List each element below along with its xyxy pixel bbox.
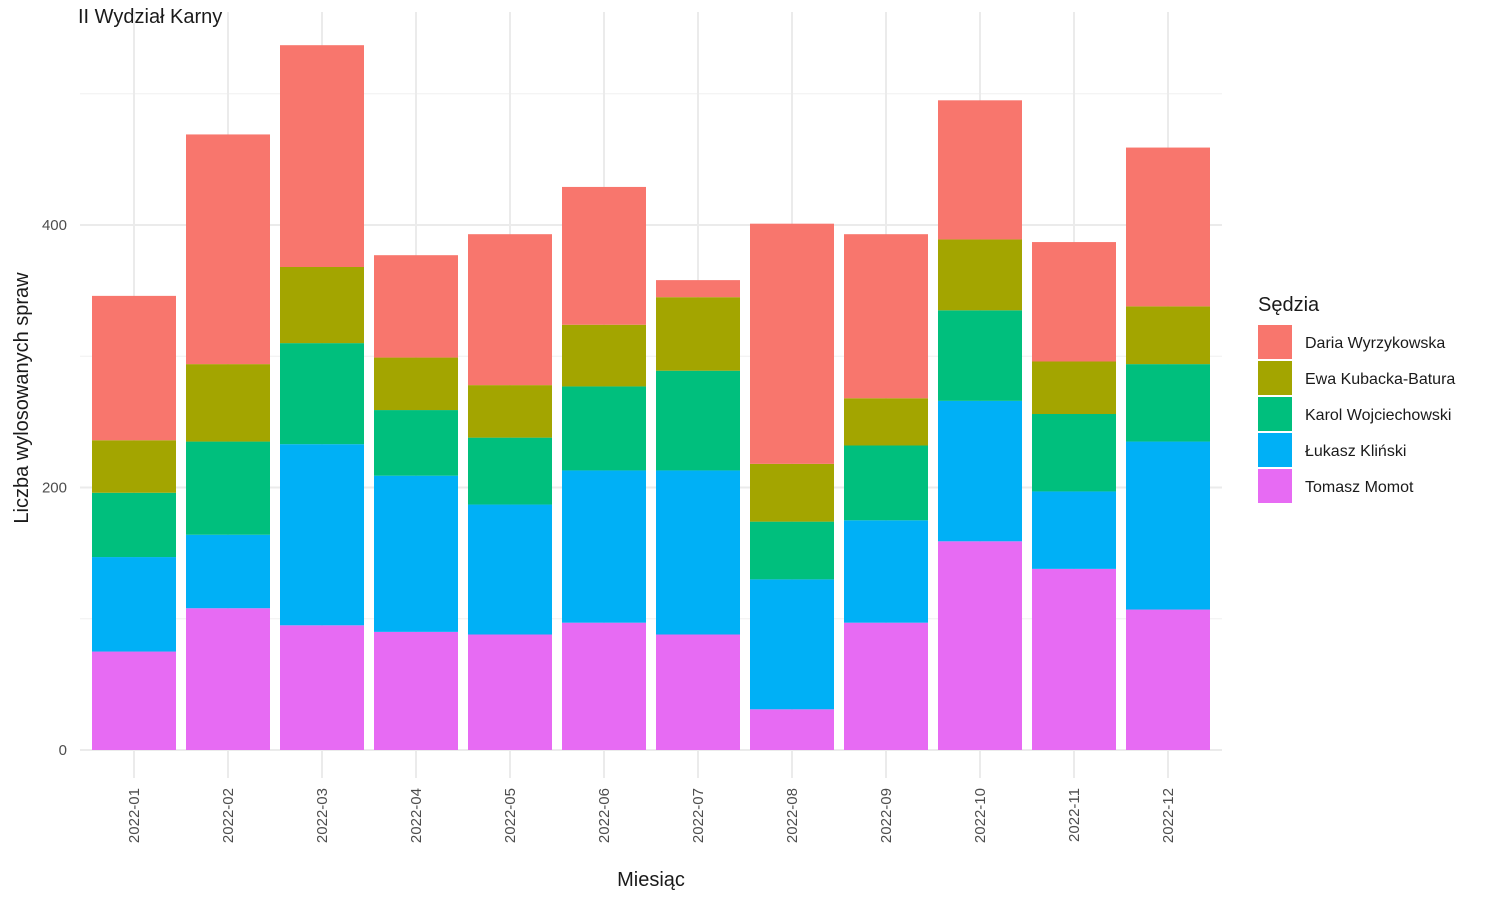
y-tick-label: 400: [42, 217, 67, 234]
bar-segment: [1126, 147, 1210, 307]
bar-segment: [92, 295, 176, 441]
bar-segment: [468, 504, 552, 635]
bar-segment: [92, 492, 176, 558]
bar-segment: [750, 521, 834, 580]
bar-segment: [468, 234, 552, 386]
bar-segment: [1126, 306, 1210, 365]
x-tick-label: 2022-11: [1066, 788, 1083, 842]
legend-key: [1258, 325, 1292, 359]
bar-segment: [1126, 441, 1210, 610]
bar-segment: [186, 608, 270, 750]
bar-segment: [656, 470, 740, 635]
x-tick-label: 2022-02: [220, 788, 237, 843]
bar-segment: [92, 651, 176, 750]
legend-key: [1258, 397, 1292, 431]
bar-segment: [280, 267, 364, 344]
legend-title: Sędzia: [1258, 294, 1320, 316]
bar-segment: [186, 441, 270, 535]
chart-title: II Wydział Karny: [78, 6, 223, 28]
bars: [92, 45, 1210, 750]
bar-segment: [280, 444, 364, 626]
x-tick-label: 2022-08: [784, 788, 801, 843]
bar-segment: [92, 440, 176, 493]
bar-segment: [374, 255, 458, 358]
x-tick-label: 2022-10: [972, 788, 989, 843]
bar-segment: [656, 370, 740, 471]
bar-segment: [844, 398, 928, 446]
bar-segment: [280, 343, 364, 445]
x-tick-label: 2022-05: [502, 788, 519, 843]
bar-segment: [186, 364, 270, 442]
bar-segment: [468, 385, 552, 438]
bar-segment: [844, 234, 928, 399]
x-tick-label: 2022-09: [878, 788, 895, 843]
bar-segment: [938, 541, 1022, 750]
bar-segment: [1032, 361, 1116, 414]
bar-segment: [374, 357, 458, 411]
bar-segment: [1032, 242, 1116, 362]
bar-segment: [1032, 491, 1116, 569]
bar-segment: [938, 400, 1022, 542]
legend-label: Daria Wyrzykowska: [1305, 335, 1445, 352]
bar-segment: [656, 634, 740, 750]
bar-segment: [1032, 568, 1116, 750]
bar-segment: [562, 622, 646, 750]
bar-segment: [468, 634, 552, 750]
bar-segment: [938, 310, 1022, 401]
bar-segment: [656, 297, 740, 371]
bar-segment: [750, 579, 834, 710]
y-tick-labels: 0 200 400: [42, 217, 67, 759]
bar-segment: [938, 239, 1022, 311]
legend-label: Łukasz Kliński: [1305, 443, 1406, 460]
x-tick-label: 2022-12: [1160, 788, 1177, 843]
x-tick-labels: 2022-01 2022-02 2022-03 2022-04 2022-05 2022-…: [126, 788, 1177, 843]
legend-label: Tomasz Momot: [1305, 479, 1414, 496]
x-tick-label: 2022-06: [596, 788, 613, 843]
bar-segment: [1032, 414, 1116, 492]
legend-label: Ewa Kubacka-Batura: [1305, 371, 1455, 388]
bar-segment: [656, 280, 740, 298]
bar-segment: [186, 134, 270, 365]
bar-segment: [562, 324, 646, 387]
bar-segment: [562, 186, 646, 325]
bar-segment: [844, 622, 928, 750]
bar-segment: [750, 223, 834, 464]
bar-segment: [750, 463, 834, 522]
x-axis-title: Miesiąc: [617, 869, 685, 891]
legend: Sędzia Daria Wyrzykowska Ewa Kubacka-Batu…: [1258, 294, 1455, 503]
bar-segment: [844, 520, 928, 623]
legend-key: [1258, 469, 1292, 503]
x-tick-label: 2022-04: [408, 788, 425, 843]
bar-segment: [1126, 609, 1210, 750]
bar-segment: [468, 437, 552, 505]
y-tick-label: 0: [59, 742, 67, 759]
y-axis-title: Liczba wylosowanych spraw: [11, 272, 33, 524]
legend-label: Karol Wojciechowski: [1305, 407, 1451, 424]
bar-segment: [1126, 364, 1210, 442]
bar-segment: [92, 557, 176, 652]
bar-segment: [844, 445, 928, 521]
bar-segment: [562, 386, 646, 471]
bar-segment: [280, 45, 364, 267]
x-tick-label: 2022-07: [690, 788, 707, 843]
bar-segment: [374, 410, 458, 476]
bar-segment: [562, 470, 646, 623]
x-tick-label: 2022-03: [314, 788, 331, 843]
bar-segment: [374, 475, 458, 632]
legend-key: [1258, 361, 1292, 395]
bar-segment: [374, 631, 458, 750]
bar-segment: [186, 534, 270, 609]
bar-segment: [938, 100, 1022, 240]
y-tick-label: 200: [42, 480, 67, 497]
legend-key: [1258, 433, 1292, 467]
bar-segment: [750, 709, 834, 750]
bar-segment: [280, 625, 364, 750]
x-tick-label: 2022-01: [126, 788, 143, 843]
